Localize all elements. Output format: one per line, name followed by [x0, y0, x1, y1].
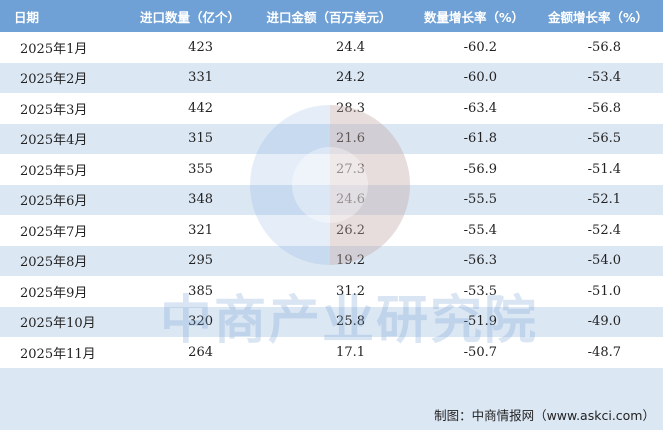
table-row: 2025年3月 442 28.3 -63.4 -56.8 [0, 93, 663, 124]
table-row: 2025年2月 331 24.2 -60.0 -53.4 [0, 62, 663, 93]
table-cell: 321 [188, 222, 213, 238]
table-cell: 2025年11月 [20, 346, 96, 362]
table-row: 2025年9月 385 31.2 -53.5 -51.0 [0, 276, 663, 307]
header-row: 日期 进口数量（亿个） 进口金额（百万美元） 数量增长率（%） 金额增长率（%） [0, 0, 663, 32]
table-cell: -56.5 [587, 131, 621, 147]
table-cell: -56.8 [587, 100, 621, 116]
table-cell: 2025年3月 [20, 102, 88, 118]
table-cell: 2025年2月 [20, 72, 88, 88]
table-cell: -54.0 [587, 253, 621, 269]
table-cell: 24.2 [336, 70, 365, 86]
table-cell: 315 [188, 131, 213, 147]
table-cell: 2025年8月 [20, 255, 88, 271]
table-row: 2025年5月 355 27.3 -56.9 -51.4 [0, 154, 663, 185]
table-cell: -55.4 [463, 222, 497, 238]
table-cell: -49.0 [587, 314, 621, 330]
header-cell: 金额增长率（%） [547, 9, 649, 25]
table-cell: -56.9 [463, 161, 497, 177]
table-cell: 21.6 [336, 131, 365, 147]
table-cell: 2025年10月 [20, 316, 96, 332]
table-cell: -61.8 [463, 131, 497, 147]
table-cell: -50.7 [463, 344, 497, 360]
table-cell: 25.8 [336, 314, 365, 330]
header-cell: 进口金额（百万美元） [266, 9, 392, 25]
table-cell: 331 [188, 70, 213, 86]
table-cell: 348 [188, 192, 213, 208]
table-cell: 24.4 [336, 39, 365, 55]
table-cell: 2025年1月 [20, 41, 88, 57]
table-cell: 442 [188, 100, 213, 116]
table-cell: 28.3 [336, 100, 365, 116]
table-cell: 17.1 [336, 344, 365, 360]
table-cell: 31.2 [336, 283, 365, 299]
table-cell: -55.5 [463, 192, 497, 208]
source-note: 制图：中商情报网（www.askci.com） [434, 408, 655, 423]
table-cell: 19.2 [336, 253, 365, 269]
table-cell: -51.0 [587, 283, 621, 299]
table-cell: -56.3 [463, 253, 497, 269]
table-cell: -52.1 [587, 192, 621, 208]
table-cell: -53.4 [587, 70, 621, 86]
table-cell: -53.5 [463, 283, 497, 299]
table-cell: 2025年5月 [20, 163, 88, 179]
table-cell: 385 [188, 283, 213, 299]
header-cell: 日期 [14, 9, 40, 25]
table-cell: 355 [188, 161, 213, 177]
table-row: 2025年10月 320 25.8 -51.9 -49.0 [0, 306, 663, 337]
table-cell: 27.3 [336, 161, 365, 177]
table-cell: 320 [188, 314, 213, 330]
table-cell: -60.0 [463, 70, 497, 86]
table-cell: -60.2 [463, 39, 497, 55]
table-cell: -48.7 [587, 344, 621, 360]
table-cell: 2025年4月 [20, 133, 88, 149]
table-cell: 24.6 [336, 192, 365, 208]
table-row: 2025年11月 264 17.1 -50.7 -48.7 [0, 337, 663, 368]
table-row: 2025年1月 423 24.4 -60.2 -56.8 [0, 32, 663, 63]
table-cell: -63.4 [463, 100, 497, 116]
table-cell: 423 [188, 39, 213, 55]
table-cell: 264 [188, 344, 213, 360]
table-row: 2025年6月 348 24.6 -55.5 -52.1 [0, 184, 663, 215]
table-cell: -56.8 [587, 39, 621, 55]
table-cell: 26.2 [336, 222, 365, 238]
header-cell: 数量增长率（%） [423, 9, 525, 25]
table-row: 2025年4月 315 21.6 -61.8 -56.5 [0, 123, 663, 154]
table-cell: -51.4 [587, 161, 621, 177]
table-row: 2025年7月 321 26.2 -55.4 -52.4 [0, 215, 663, 246]
table-cell: -52.4 [587, 222, 621, 238]
header-cell: 进口数量（亿个） [139, 9, 240, 25]
table-cell: 2025年7月 [20, 224, 88, 240]
table-cell: 295 [188, 253, 213, 269]
table-cell: 2025年6月 [20, 194, 88, 210]
table-cell: -51.9 [463, 314, 497, 330]
table-row: 2025年8月 295 19.2 -56.3 -54.0 [0, 245, 663, 276]
table-cell: 2025年9月 [20, 285, 88, 301]
